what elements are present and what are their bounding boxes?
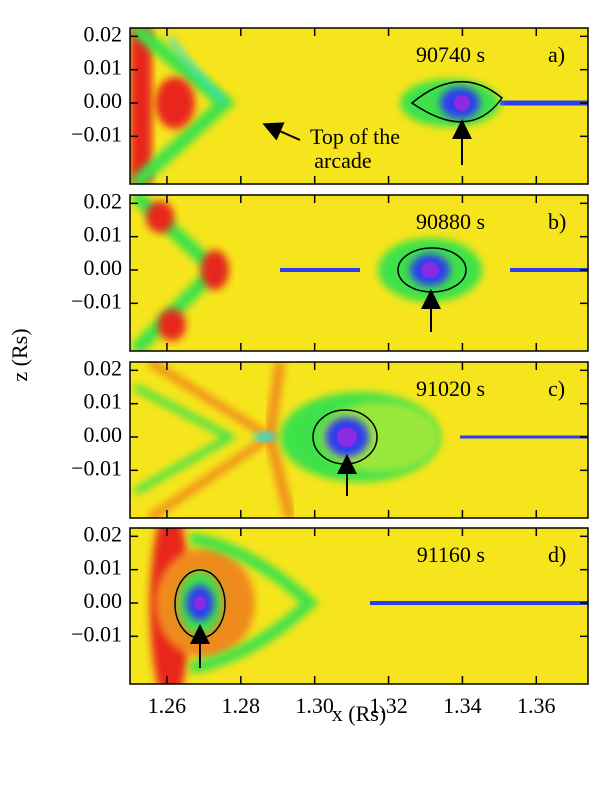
y-tick-label: 0.01	[84, 222, 123, 247]
y-tick-label: 0.02	[84, 521, 123, 546]
y-tick-label: −0.01	[71, 455, 122, 480]
panel-label: c)	[548, 376, 565, 401]
panel-frame	[129, 527, 589, 685]
panel-frame	[129, 27, 589, 185]
panel-frame	[129, 361, 589, 519]
y-tick-label: 0.02	[84, 355, 123, 380]
y-tick-label: 0.00	[84, 422, 123, 447]
x-tick-label: 1.30	[295, 693, 334, 718]
y-tick-label: 0.01	[84, 389, 123, 414]
x-axis-label: x (Rs)	[332, 701, 386, 726]
x-tick-label: 1.36	[517, 693, 556, 718]
y-tick-label: −0.01	[71, 621, 122, 646]
x-tick-label: 1.26	[148, 693, 187, 718]
panel-label: a)	[548, 42, 565, 67]
x-tick-label: 1.32	[369, 693, 408, 718]
panel-label: b)	[548, 209, 566, 234]
heatmap-panel	[130, 195, 588, 351]
y-tick-label: 0.02	[84, 21, 123, 46]
x-tick-label: 1.28	[222, 693, 261, 718]
panel-label: d)	[548, 542, 566, 567]
y-tick-label: 0.02	[84, 188, 123, 213]
heatmap-panel	[130, 362, 588, 518]
y-tick-label: 0.00	[84, 588, 123, 613]
time-label: 91020 s	[416, 376, 485, 401]
y-tick-label: 0.01	[84, 555, 123, 580]
panel-frame	[129, 194, 589, 352]
heatmap-panel	[130, 28, 588, 184]
heatmap-panel	[130, 528, 588, 684]
time-label: 91160 s	[417, 542, 485, 567]
y-axis-label: z (Rs)	[7, 328, 32, 381]
y-tick-label: 0.00	[84, 255, 123, 280]
x-tick-label: 1.34	[443, 693, 482, 718]
time-label: 90880 s	[416, 209, 485, 234]
y-tick-label: 0.01	[84, 55, 123, 80]
y-tick-label: −0.01	[71, 288, 122, 313]
annotation: arcade	[314, 148, 371, 173]
annotation: Top of the	[310, 124, 400, 149]
y-tick-label: 0.00	[84, 88, 123, 113]
y-tick-label: −0.01	[71, 121, 122, 146]
time-label: 90740 s	[416, 42, 485, 67]
